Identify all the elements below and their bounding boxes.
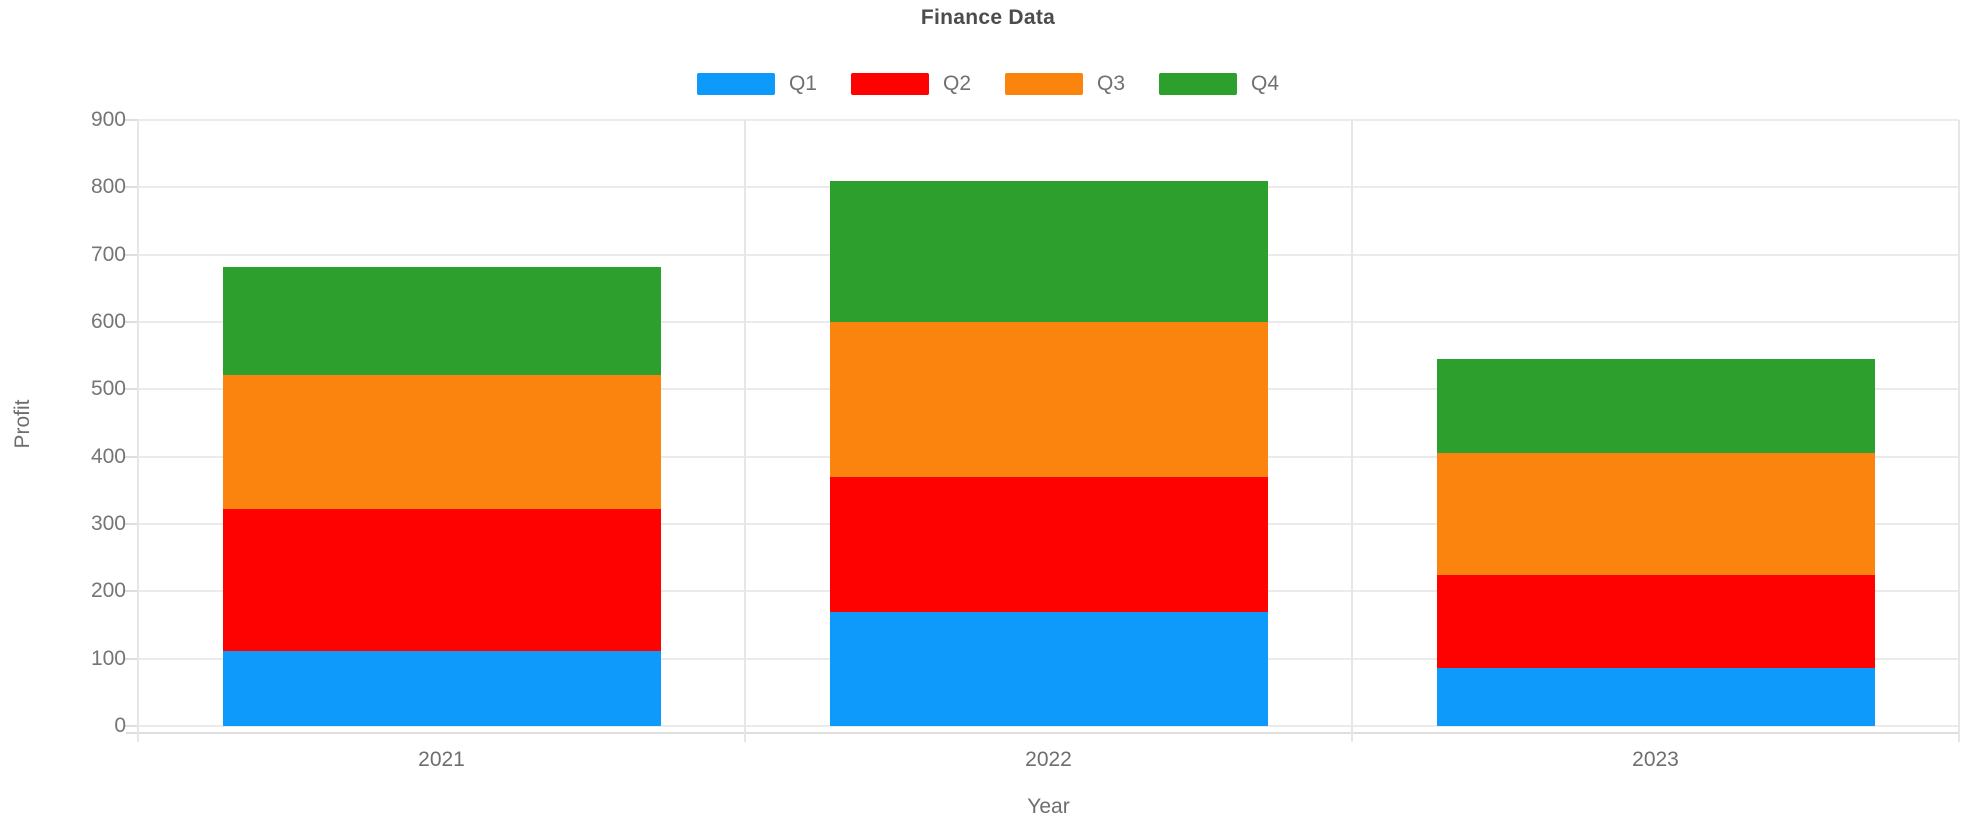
x-axis-title: Year [1027, 795, 1070, 818]
y-tick-label-800: 800 [90, 175, 126, 199]
y-tick-300 [125, 523, 138, 525]
y-tick-label-0: 0 [114, 714, 126, 737]
y-tick-label-100: 100 [90, 646, 126, 670]
x-tick-label-2021: 2021 [418, 748, 465, 771]
section-separator-2 [1351, 120, 1353, 742]
gridline-y-0 [138, 725, 1959, 727]
bar-segment-2023-Q3[interactable] [1436, 452, 1875, 575]
bar-segment-2023-Q1[interactable] [1436, 668, 1875, 726]
bar-2021 [222, 266, 661, 726]
bar-segment-2021-Q3[interactable] [222, 374, 661, 509]
legend-label-q2: Q2 [942, 72, 971, 95]
section-separator-1 [744, 120, 746, 742]
bar-2023 [1436, 359, 1875, 726]
bar-2022 [829, 180, 1268, 726]
y-tick-0 [125, 725, 138, 727]
y-tick-600 [125, 321, 138, 323]
y-axis-line [137, 120, 139, 742]
section-separator-3 [1958, 120, 1960, 742]
y-tick-200 [125, 590, 138, 593]
legend-item-q3[interactable]: Q3 [1005, 72, 1125, 96]
legend-swatch-q2 [850, 73, 929, 95]
y-tick-label-500: 500 [90, 377, 126, 401]
legend-label-q4: Q4 [1251, 72, 1280, 95]
y-tick-900 [125, 119, 138, 121]
legend-swatch-q4 [1159, 73, 1238, 95]
bar-segment-2022-Q4[interactable] [829, 180, 1268, 322]
y-tick-100 [125, 657, 138, 660]
chart-title: Finance Data [920, 6, 1056, 29]
bar-segment-2022-Q1[interactable] [829, 611, 1268, 726]
plot-area [138, 119, 1959, 727]
bar-segment-2021-Q1[interactable] [222, 650, 661, 726]
legend-item-q4[interactable]: Q4 [1159, 72, 1279, 96]
legend-swatch-q1 [696, 73, 775, 95]
y-tick-label-700: 700 [90, 242, 126, 266]
y-tick-label-900: 900 [90, 108, 126, 131]
legend-item-q2[interactable]: Q2 [850, 72, 971, 96]
y-tick-label-200: 200 [90, 579, 126, 603]
y-tick-700 [125, 253, 138, 256]
legend: Q1 Q2 Q3 Q4 [0, 72, 1976, 96]
y-tick-label-300: 300 [90, 512, 126, 535]
legend-label-q1: Q1 [788, 72, 817, 95]
y-tick-800 [125, 186, 138, 189]
x-tick-label-2023: 2023 [1632, 748, 1679, 771]
y-tick-400 [125, 455, 138, 458]
gridline-y-900 [138, 119, 1959, 121]
x-axis-line [126, 732, 1959, 734]
bar-segment-2022-Q2[interactable] [829, 476, 1268, 612]
bar-segment-2023-Q4[interactable] [1436, 359, 1875, 453]
legend-label-q3: Q3 [1097, 72, 1126, 95]
legend-item-q1[interactable]: Q1 [696, 72, 817, 96]
bar-segment-2021-Q2[interactable] [222, 508, 661, 651]
bar-segment-2023-Q2[interactable] [1436, 574, 1875, 669]
y-tick-label-600: 600 [90, 310, 126, 333]
legend-swatch-q3 [1005, 73, 1083, 95]
x-tick-label-2022: 2022 [1025, 748, 1072, 771]
bar-segment-2021-Q4[interactable] [222, 266, 661, 375]
y-tick-label-400: 400 [90, 444, 126, 468]
bar-segment-2022-Q3[interactable] [829, 321, 1268, 477]
y-tick-500 [125, 388, 138, 391]
